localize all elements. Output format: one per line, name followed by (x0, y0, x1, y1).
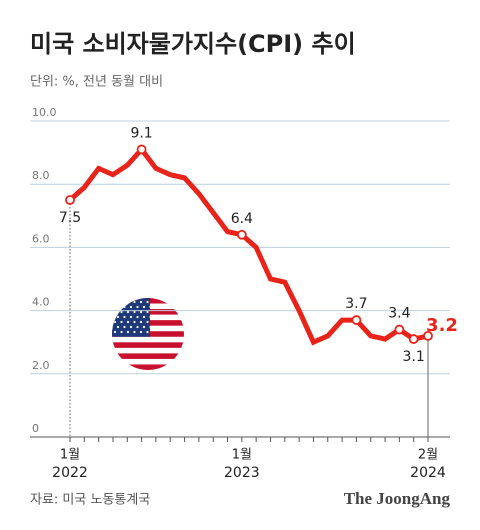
flag-star (123, 325, 126, 329)
flag-star (129, 325, 133, 329)
x-tick-sublabel: 2023 (224, 465, 260, 481)
flag-star (136, 305, 139, 309)
chart-title: 미국 소비자물가지수(CPI) 추이 (30, 30, 356, 58)
flag-star (133, 330, 136, 334)
y-tick-label: 10.0 (32, 106, 57, 119)
flag-star (129, 305, 133, 309)
point-marker (394, 324, 405, 335)
flag-star (136, 325, 139, 329)
x-tick-label: 1월 (232, 448, 252, 463)
data-label: 3.1 (403, 349, 425, 365)
point-marker (136, 144, 147, 155)
data-label: 3.7 (345, 296, 367, 312)
point-marker (236, 229, 247, 240)
flag-star (146, 310, 149, 314)
flag-star (133, 320, 136, 324)
flag-star (146, 320, 149, 324)
flag-star (113, 320, 117, 324)
data-label: 3.2 (426, 315, 458, 336)
data-label: 9.1 (130, 125, 152, 141)
flag-star (113, 300, 117, 304)
flag-star (142, 325, 146, 329)
y-tick-label: 4.0 (32, 296, 50, 309)
x-tick-sublabel: 2022 (52, 465, 88, 481)
flag-star (136, 315, 139, 319)
flag-star (149, 305, 152, 309)
flag-star (126, 310, 130, 314)
flag-star (126, 300, 130, 304)
flag-star (142, 315, 146, 319)
x-tick-label: 2월 (418, 448, 438, 463)
data-label: 6.4 (231, 211, 253, 227)
point-marker (65, 195, 75, 205)
source: 자료: 미국 노동통계국 (30, 493, 150, 508)
brand: The JoongAng (344, 489, 451, 508)
subtitle: 단위: %, 전년 동월 대비 (30, 75, 163, 90)
flag-star (139, 300, 143, 304)
y-tick-label: 6.0 (32, 232, 50, 245)
flag-star (126, 320, 130, 324)
flag-star (123, 305, 126, 309)
point-marker (408, 334, 419, 344)
flag-star (149, 325, 152, 329)
us-flag (112, 298, 184, 370)
flag-star (146, 300, 149, 304)
flag-star (120, 320, 123, 324)
flag-star (139, 310, 143, 314)
flag-star (120, 310, 123, 314)
flag-star (113, 330, 117, 334)
flag-star (120, 300, 123, 304)
flag-stripe (112, 358, 184, 365)
flag-star (116, 325, 120, 329)
flag-star (116, 305, 120, 309)
y-tick-label: 2.0 (32, 359, 50, 372)
x-tick-sublabel: 2024 (410, 465, 446, 481)
flag-star (133, 310, 136, 314)
flag-star (139, 330, 143, 334)
flag-stripe (112, 336, 184, 343)
flag-star (146, 330, 149, 334)
point-marker (351, 315, 362, 325)
y-tick-label: 8.0 (32, 169, 50, 182)
flag-stripe (112, 353, 184, 360)
flag-stripe (112, 347, 184, 354)
cpi-line (68, 145, 429, 346)
flag-star (149, 315, 152, 319)
flag-stripe (112, 342, 184, 349)
flag-star (116, 315, 120, 319)
flag-star (142, 305, 146, 309)
point-marker (423, 330, 433, 341)
flag-star (113, 310, 117, 314)
flag-star (126, 330, 130, 334)
flag-star (139, 320, 143, 324)
flag-star (120, 330, 123, 334)
y-tick-label: 0 (32, 422, 39, 435)
flag-star (133, 300, 136, 304)
data-label: 7.5 (59, 210, 81, 226)
flag-star (129, 315, 133, 319)
data-label: 3.4 (388, 306, 410, 322)
x-tick-label: 1월 (60, 448, 80, 463)
flag-stripe (112, 364, 184, 370)
flag-star (123, 315, 126, 319)
